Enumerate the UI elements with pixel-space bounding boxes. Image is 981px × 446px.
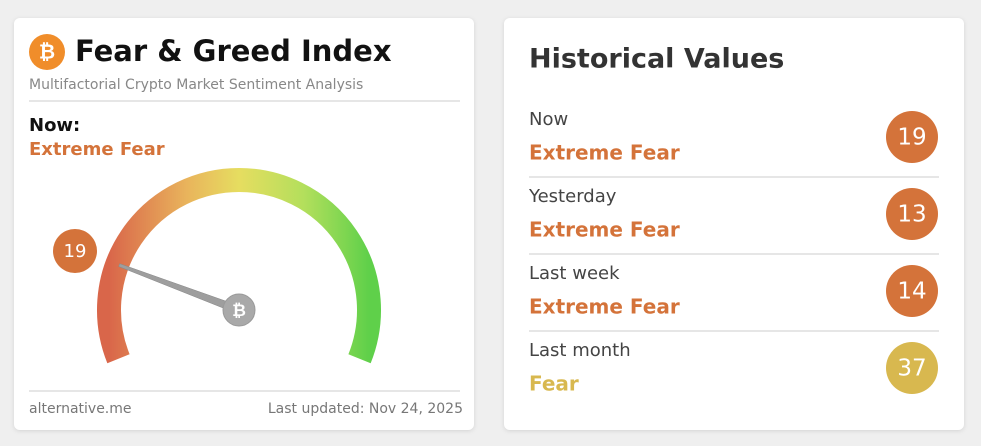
- knob-symbol: ₿: [232, 301, 246, 321]
- row-badge: [886, 188, 938, 240]
- title: Fear & Greed Index: [75, 34, 392, 68]
- gauge-arc: [97, 168, 381, 364]
- bitcoin-icon: [29, 34, 65, 70]
- row-label: Last week: [529, 263, 620, 284]
- last-updated: Last updated: Nov 24, 2025: [268, 401, 463, 417]
- history-card: [504, 18, 964, 430]
- row-label: Last month: [529, 340, 631, 361]
- row-badge: [886, 342, 938, 394]
- row-classification: Extreme Fear: [529, 218, 680, 242]
- gauge-knob: [222, 293, 256, 327]
- row-classification: Fear: [529, 372, 579, 396]
- row-classification: Extreme Fear: [529, 295, 680, 319]
- value-text: 19: [64, 241, 87, 262]
- value-badge: [53, 229, 97, 273]
- row-classification: Extreme Fear: [529, 141, 680, 165]
- row-value: 37: [897, 356, 926, 382]
- row-label: Now: [529, 109, 568, 130]
- history-title: Historical Values: [529, 44, 784, 75]
- bitcoin-symbol: ₿: [39, 40, 55, 64]
- now-label: Now:: [29, 115, 80, 136]
- row-badge: [886, 265, 938, 317]
- now-classification: Extreme Fear: [29, 139, 165, 160]
- row-value: 13: [897, 202, 926, 228]
- row-value: 19: [897, 125, 926, 151]
- row-label: Yesterday: [528, 186, 617, 207]
- row-value: 14: [897, 279, 926, 305]
- source: alternative.me: [29, 401, 132, 417]
- subtitle: Multifactorial Crypto Market Sentiment A…: [29, 77, 363, 93]
- row-badge: [886, 111, 938, 163]
